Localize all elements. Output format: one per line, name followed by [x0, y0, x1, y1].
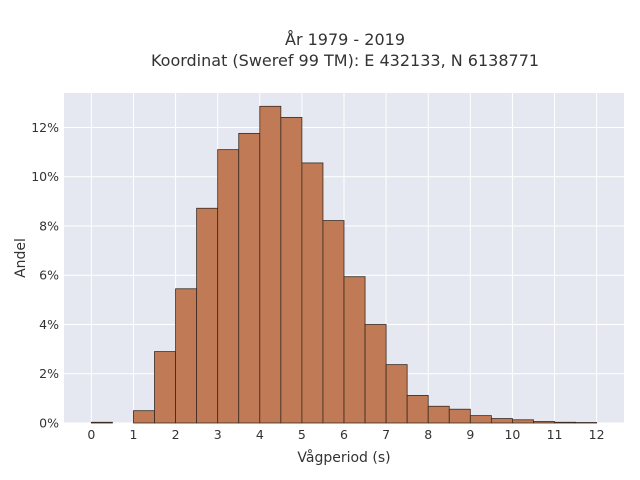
y-tick-labels: 0% 2% 4% 6% 8% 10% 12%	[31, 120, 59, 431]
x-tick-label: 6	[340, 427, 348, 442]
histogram-bar	[90, 421, 113, 424]
x-axis-title: Vågperiod (s)	[297, 449, 390, 466]
histogram-bar	[469, 415, 492, 424]
x-tick-labels: 0 1 2 3 4 5 6 7 8 9 10 11 12	[87, 427, 604, 442]
y-axis-title: Andel	[13, 238, 29, 278]
y-tick-label: 4%	[39, 317, 59, 332]
histogram-bar	[259, 105, 282, 424]
x-tick-label: 3	[214, 427, 222, 442]
x-tick-label: 7	[382, 427, 390, 442]
x-tick-label: 1	[129, 427, 137, 442]
histogram-bar	[512, 419, 534, 424]
chart-subtitle: Koordinat (Sweref 99 TM): E 432133, N 61…	[151, 51, 539, 70]
histogram-bar	[427, 405, 450, 424]
histogram-bar	[364, 324, 387, 424]
histogram-bar	[238, 132, 261, 424]
histogram-bar	[196, 207, 219, 424]
bars	[90, 105, 598, 424]
x-tick-label: 9	[466, 427, 474, 442]
histogram-bar	[343, 276, 366, 424]
x-tick-label: 12	[589, 427, 605, 442]
histogram-bar	[133, 410, 155, 424]
y-tick-label: 0%	[39, 416, 59, 431]
x-tick-label: 10	[504, 427, 520, 442]
y-tick-label: 10%	[31, 169, 59, 184]
x-tick-label: 5	[298, 427, 306, 442]
y-tick-label: 2%	[39, 366, 59, 381]
x-tick-label: 2	[172, 427, 180, 442]
histogram-bar	[490, 418, 513, 424]
histogram-bar	[448, 408, 471, 424]
histogram-bar	[154, 351, 176, 424]
histogram-bar	[322, 220, 345, 424]
histogram-bar	[533, 421, 555, 424]
x-tick-label: 8	[424, 427, 432, 442]
histogram-bar	[385, 364, 408, 424]
histogram-bar	[280, 116, 303, 424]
y-tick-label: 8%	[39, 218, 59, 233]
x-tick-label: 0	[87, 427, 95, 442]
histogram-bar	[406, 395, 429, 424]
chart-title: År 1979 - 2019	[285, 30, 405, 49]
histogram-bar	[301, 162, 324, 424]
x-tick-label: 11	[547, 427, 563, 442]
histogram-bar	[217, 149, 240, 424]
x-tick-label: 4	[256, 427, 264, 442]
y-tick-label: 6%	[39, 268, 59, 283]
histogram-bar	[175, 288, 198, 424]
y-tick-label: 12%	[31, 120, 59, 135]
histogram-bar	[554, 421, 576, 424]
